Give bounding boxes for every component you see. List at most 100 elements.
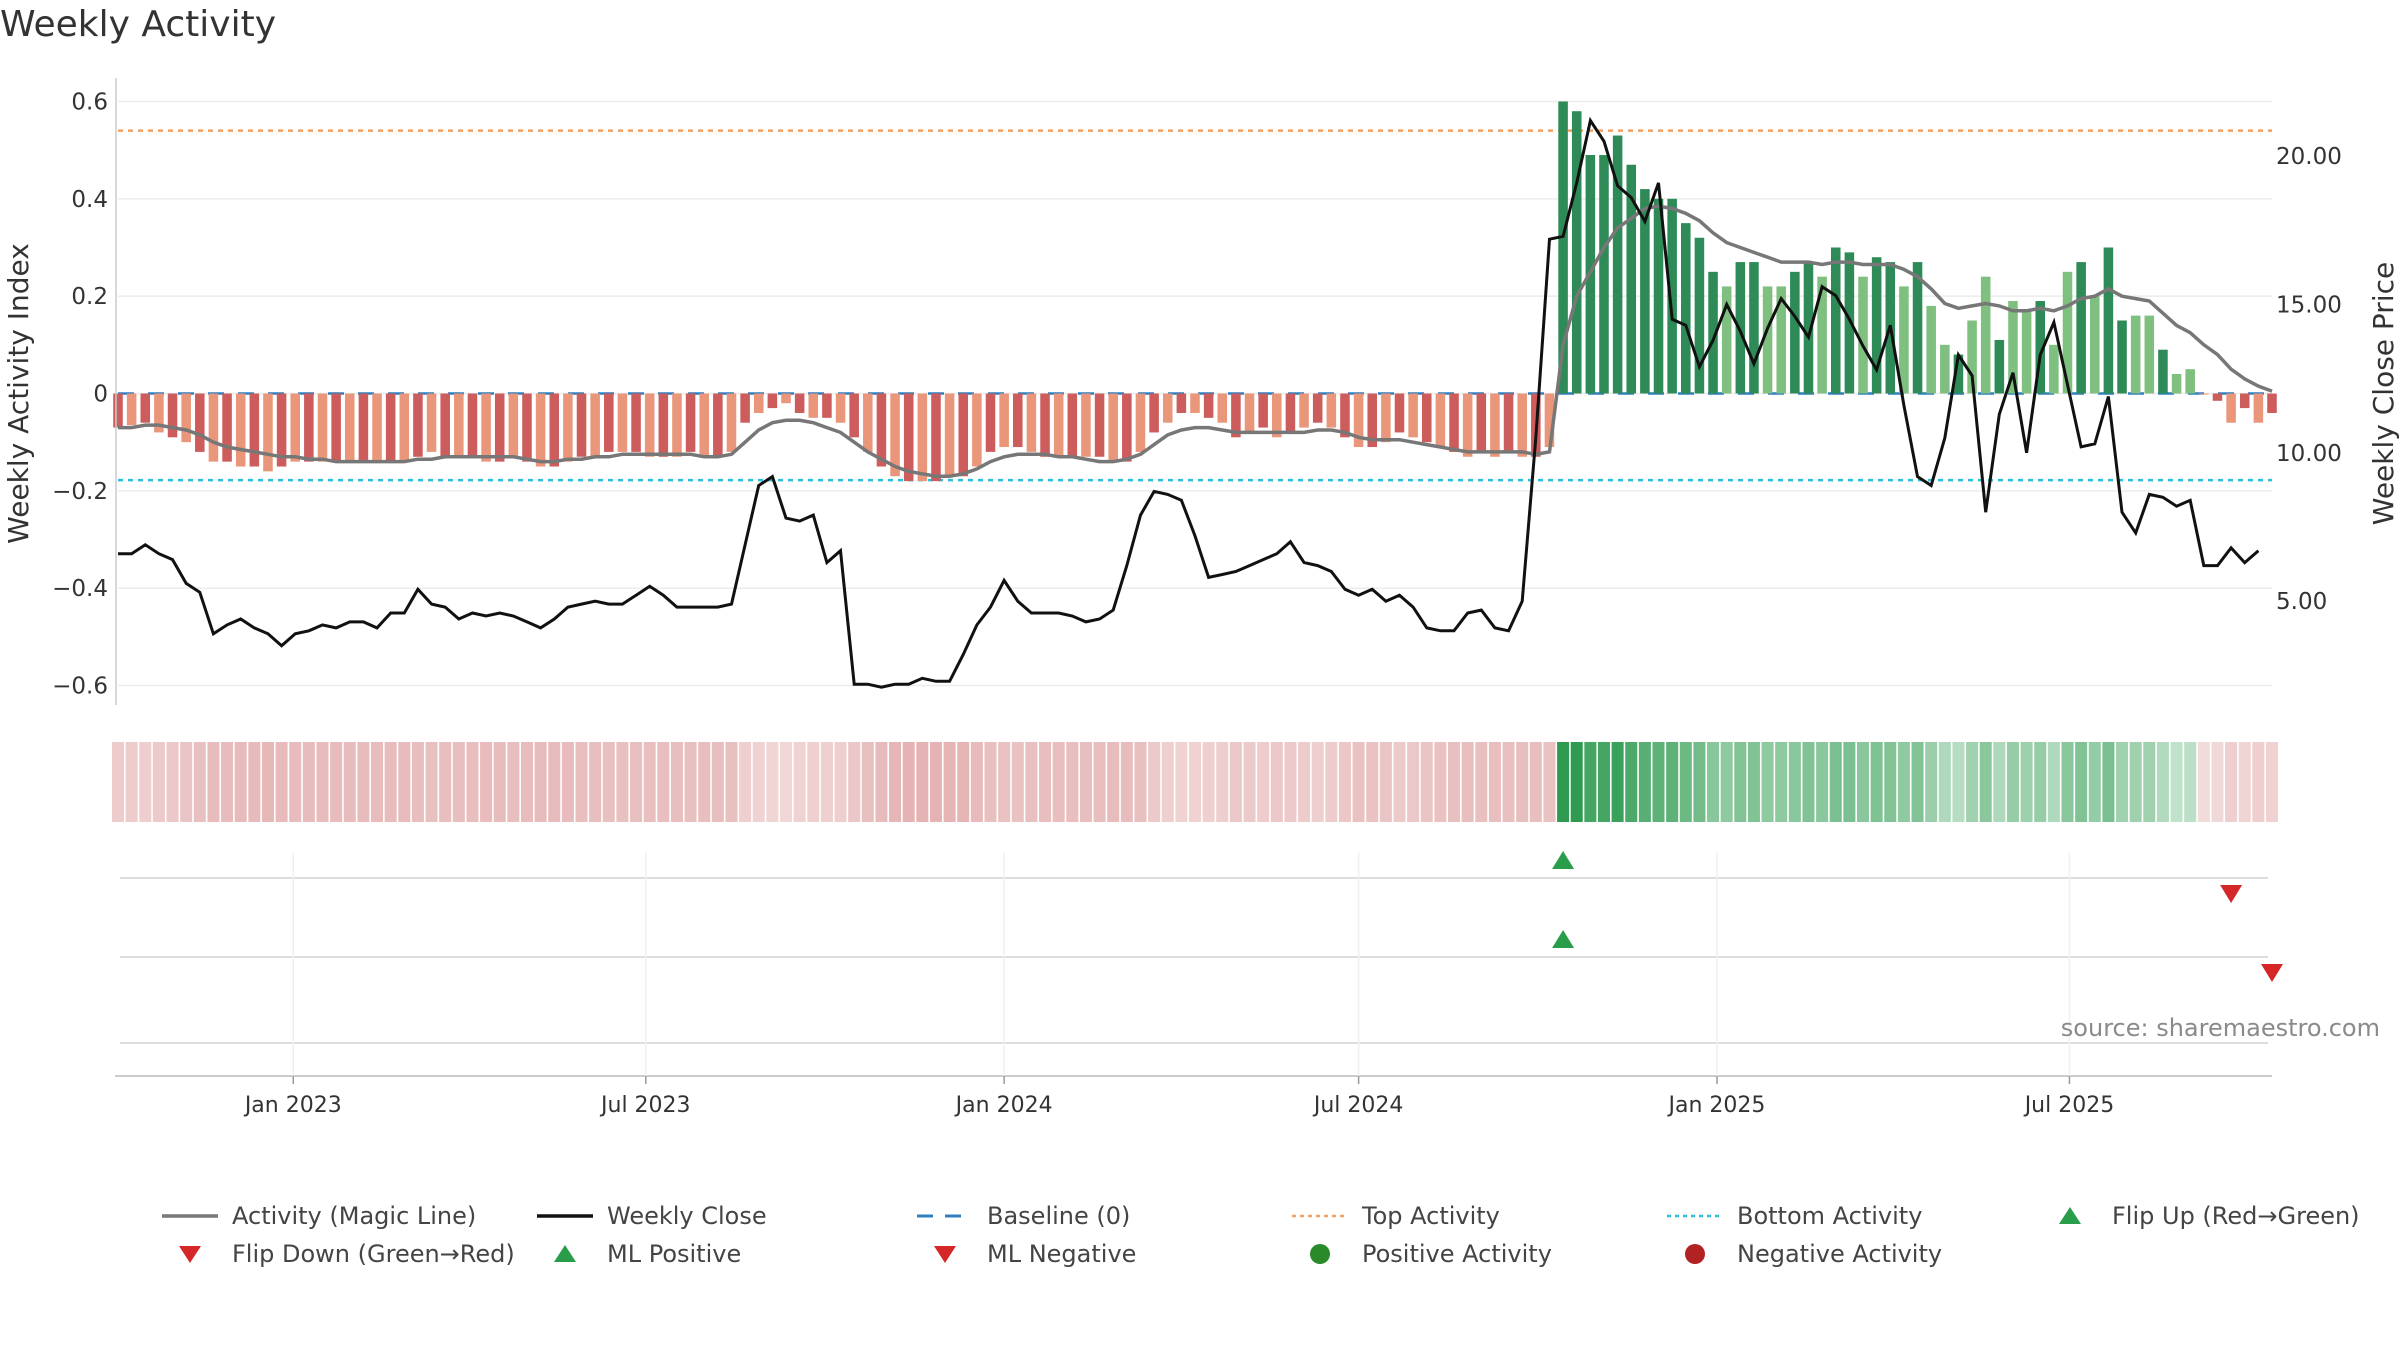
activity-bar [1653,198,1664,394]
legend-swatch [1292,1214,1348,1218]
activity-bar [208,393,219,462]
heat-strip-cell [1829,742,1842,822]
heat-strip-cell [998,742,1011,822]
activity-bar [522,393,532,462]
heat-strip-cell [1298,742,1311,822]
heat-strip-cell [289,742,302,822]
heat-strip-cell [1597,742,1611,822]
heat-strip-cell [1843,742,1856,822]
activity-bar [713,393,723,457]
activity-bar [2171,374,2182,394]
heat-strip-cell [1652,742,1665,822]
activity-bar [2090,296,2100,394]
heat-strip-cell [575,742,588,822]
axes: 0.6 0.4 0.2 0 −0.2 −0.4 −0.6 20.00 15.00 10.00 5.0… [2,78,2400,705]
legend-item: Flip Up (Red→Green) [2040,1202,2360,1230]
heat-strip-cell [861,742,874,822]
activity-bar [1626,164,1637,394]
x-tick-label: Jul 2023 [599,1093,691,1118]
heat-strip-cell [520,742,534,822]
y2-tick-label: 15.00 [2276,293,2342,319]
heat-strip-cell [1107,742,1120,822]
y2-axis-label: Weekly Close Price [2367,262,2400,525]
heat-strip-cell [1229,742,1242,822]
activity-bar [1449,393,1459,452]
heat-strip-cell [261,742,274,822]
activity-bar [2076,262,2086,394]
heat-strip-cell [1938,742,1951,822]
activity-bar [1231,393,1241,438]
activity-bar [767,393,778,409]
heat-strip-cell [1666,742,1679,822]
heat-strip-cell [2129,742,2142,822]
heat-strip-cell [371,742,384,822]
activity-bar [1940,344,1950,394]
activity-bar [385,393,396,462]
activity-bar [1258,393,1268,428]
legend-swatch [917,1214,973,1218]
activity-bar [1817,276,1827,394]
activity-bar [1122,393,1132,462]
heat-strip-cell [1856,742,1870,822]
activity-bar [440,393,450,457]
series-lines [118,116,2273,689]
heat-strip-cell [466,742,479,822]
heat-strip-cell [275,742,288,822]
activity-bar [726,393,737,452]
activity-bar [2239,393,2250,409]
heat-strip-cell [1529,742,1542,822]
legend-swatch [1667,1214,1723,1218]
activity-bar [699,393,709,457]
activity-bar [835,393,846,423]
activity-bar [1272,393,1282,438]
y-tick-label: −0.2 [52,479,108,505]
activity-bar [1176,393,1187,413]
heat-strip-cell [1775,742,1788,822]
heat-strip-cell [1625,742,1638,822]
activity-bar [140,393,151,423]
activity-bar [249,393,260,467]
activity-bar [1490,393,1500,457]
heat-strip-cell [1761,742,1774,822]
heat-strip-cell [1284,742,1297,822]
legend-item: Activity (Magic Line) [160,1202,476,1230]
legend: Activity (Magic Line) Weekly Close Baselin… [160,1202,2360,1292]
heat-strip-cell [1543,742,1556,822]
heat-strip-cell [820,742,833,822]
heat-strip-cell [1216,742,1229,822]
heat-strip-cell [616,742,629,822]
heat-strip-cell [1393,742,1406,822]
y-tick-label: −0.6 [52,674,108,700]
heat-strip-cell [1379,742,1392,822]
activity-bar [1967,320,1977,394]
legend-swatch [1310,1244,1330,1264]
heat-strip-cell [1516,742,1529,822]
heat-strip-cell [1557,742,1570,822]
heat-strip-cell [1870,742,1883,822]
heat-strip-cell [739,742,752,822]
activity-bar [276,393,287,467]
activity-bar [658,393,669,457]
activity-bar [1013,393,1023,448]
heat-strip-cell [111,742,125,822]
activity-bar [2117,320,2127,394]
activity-bar [1803,262,1814,394]
legend-swatch [554,1245,576,1262]
legend-label: Positive Activity [1362,1240,1552,1268]
activity-bar [999,393,1009,448]
heat-strip-cell [1788,742,1801,822]
activity-bar [454,393,464,457]
activity-bar [1217,393,1228,423]
activity-bar [2144,315,2155,394]
heat-strip-cell [725,742,738,822]
heat-strip-cell [561,742,574,822]
activity-bar [1980,276,1991,394]
activity-bar [1326,393,1337,428]
legend-label: Top Activity [1362,1202,1500,1230]
activity-bar [1612,135,1623,394]
x-tick-label: Jan 2023 [243,1093,342,1118]
heat-strip-cell [1366,742,1379,822]
activity-bar [1053,393,1064,457]
activity-bar [167,393,178,438]
activity-bar [413,393,423,457]
